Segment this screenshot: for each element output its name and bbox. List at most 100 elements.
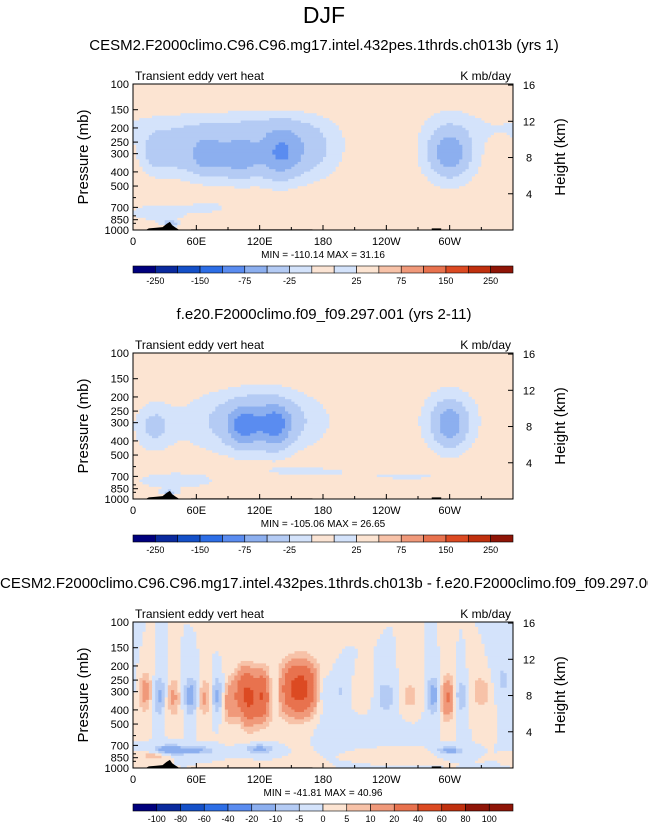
field-cell xyxy=(180,220,513,224)
x-tick-label: 60W xyxy=(438,774,461,786)
field-cell xyxy=(155,634,169,638)
field-cell xyxy=(437,404,463,408)
field-cell xyxy=(313,166,337,170)
field-cell xyxy=(136,663,156,667)
field-cell xyxy=(234,675,242,679)
field-cell xyxy=(139,704,150,708)
field-cell xyxy=(215,697,220,701)
field-cell xyxy=(234,186,251,190)
field-cell xyxy=(180,472,280,476)
field-cell xyxy=(484,646,513,650)
field-cell xyxy=(145,418,166,422)
field-cell xyxy=(285,673,315,677)
colorbar-label: 5 xyxy=(344,814,349,824)
field-cell xyxy=(440,699,444,703)
field-cell xyxy=(180,641,197,645)
field-cell xyxy=(221,699,226,703)
field-cell xyxy=(427,695,432,699)
field-cell xyxy=(440,646,457,650)
field-cell xyxy=(468,697,476,701)
field-cell xyxy=(440,455,460,459)
field-cell xyxy=(285,457,513,461)
field-cell xyxy=(300,154,327,158)
field-cell xyxy=(174,491,182,495)
colorbar-label: -20 xyxy=(245,814,258,824)
field-cell xyxy=(133,472,172,476)
field-cell xyxy=(133,629,147,633)
field-cell xyxy=(133,210,213,214)
field-cell xyxy=(177,685,182,689)
y-tick-label: 400 xyxy=(111,705,129,717)
field-cell xyxy=(307,695,315,699)
field-cell xyxy=(380,697,394,701)
colorbar-box xyxy=(393,803,419,812)
field-cell xyxy=(494,685,501,689)
field-cell xyxy=(133,159,140,163)
field-cell xyxy=(237,685,267,689)
field-cell xyxy=(316,750,346,754)
field-cell xyxy=(418,142,429,146)
field-cell xyxy=(437,629,460,633)
field-cell xyxy=(316,440,425,444)
field-cell xyxy=(427,159,441,163)
field-cell xyxy=(427,157,438,161)
field-cell xyxy=(262,137,302,141)
field-cell xyxy=(316,699,321,703)
field-cell xyxy=(158,489,169,493)
field-cell xyxy=(202,697,207,701)
field-cell xyxy=(351,680,375,684)
field-cell xyxy=(380,692,394,696)
field-cell xyxy=(430,423,441,427)
field-cell xyxy=(171,404,188,408)
field-cell xyxy=(164,418,210,422)
field-cell xyxy=(465,695,470,699)
field-cell xyxy=(224,699,239,703)
field-cell xyxy=(468,707,498,711)
field-cell xyxy=(145,147,194,151)
field-cell xyxy=(288,178,321,182)
field-cell xyxy=(449,695,454,699)
field-cell xyxy=(323,690,340,694)
field-cell xyxy=(326,142,346,146)
field-cell xyxy=(133,394,204,398)
y-axis-title: Pressure (mb) xyxy=(75,109,92,204)
field-cell xyxy=(133,401,150,405)
field-cell xyxy=(133,195,513,199)
field-cell xyxy=(456,685,460,689)
colorbar-box xyxy=(445,534,469,543)
field-cell xyxy=(155,682,166,686)
field-cell xyxy=(427,702,432,706)
field-cell xyxy=(430,394,470,398)
field-cell xyxy=(155,130,273,134)
field-cell xyxy=(155,660,169,664)
field-cell xyxy=(456,658,467,662)
field-cell xyxy=(253,413,267,417)
field-cell xyxy=(183,690,188,694)
field-cell xyxy=(278,142,286,146)
field-cell xyxy=(433,702,438,706)
field-cell xyxy=(471,729,498,733)
field-cell xyxy=(468,418,482,422)
field-cell xyxy=(269,721,289,725)
field-cell xyxy=(421,130,435,134)
field-cell xyxy=(494,750,498,754)
y-tick-label: 250 xyxy=(111,406,129,418)
field-cell xyxy=(205,474,378,478)
colorbar-box xyxy=(132,534,156,543)
field-cell xyxy=(133,731,153,735)
field-cell xyxy=(212,430,229,434)
field-cell xyxy=(133,360,513,364)
field-cell xyxy=(354,665,375,669)
field-cell xyxy=(266,685,270,689)
field-cell xyxy=(456,729,473,733)
field-cell xyxy=(183,716,197,720)
field-cell xyxy=(484,760,498,764)
colorbar-label: -60 xyxy=(198,814,211,824)
field-cell xyxy=(319,178,429,182)
field-cell xyxy=(164,697,169,701)
field-cell xyxy=(218,697,223,701)
field-cell xyxy=(234,668,242,672)
field-cell xyxy=(183,699,188,703)
field-cell xyxy=(456,680,470,684)
field-cell xyxy=(437,695,441,699)
